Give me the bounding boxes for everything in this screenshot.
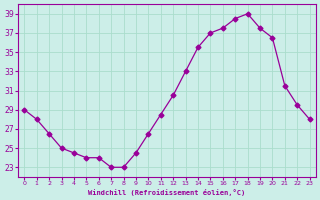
X-axis label: Windchill (Refroidissement éolien,°C): Windchill (Refroidissement éolien,°C) <box>88 189 245 196</box>
